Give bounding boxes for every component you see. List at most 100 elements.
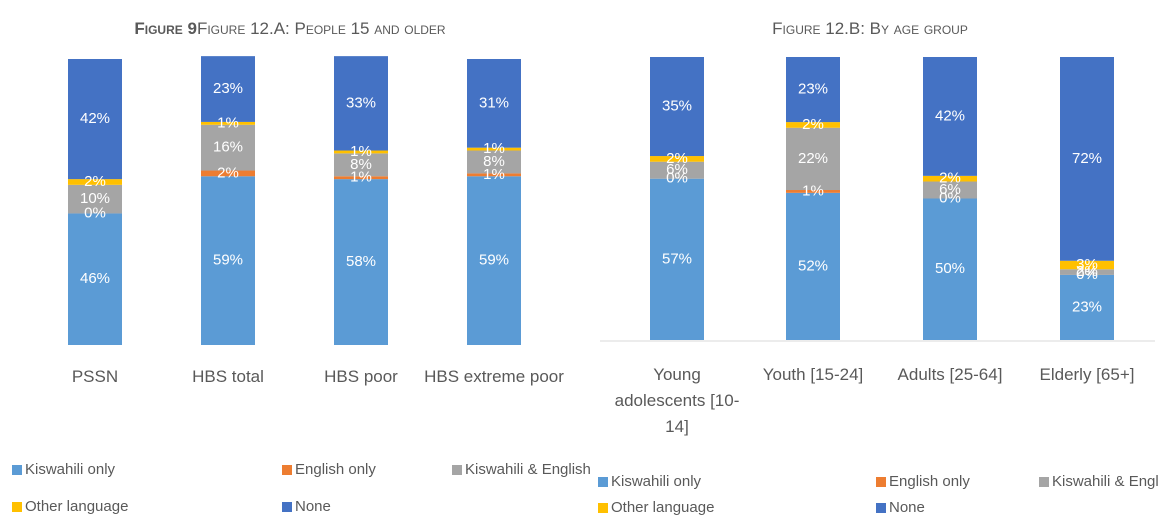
bar-segment xyxy=(650,156,704,162)
x-tick-label: HBS extreme poor xyxy=(424,367,564,386)
bar-segment xyxy=(467,173,521,177)
bar-segment xyxy=(68,213,122,345)
data-label: 2% xyxy=(1076,263,1098,280)
legend-label: Other language xyxy=(611,499,714,516)
legend-swatch xyxy=(12,502,22,512)
bar-segment xyxy=(786,192,840,340)
bar-segment xyxy=(1060,57,1114,261)
bar-segment xyxy=(201,176,255,345)
data-label: 23% xyxy=(213,80,243,97)
bar-segment xyxy=(650,178,704,340)
legend-swatch xyxy=(876,503,886,513)
data-label: 50% xyxy=(935,260,965,277)
legend-label: English only xyxy=(889,473,970,490)
bar-segment xyxy=(68,184,122,214)
x-tick-label: HBS total xyxy=(192,367,264,386)
data-label: 46% xyxy=(80,270,110,287)
data-label: 2% xyxy=(802,116,824,133)
legend-swatch xyxy=(598,477,608,487)
data-label: 6% xyxy=(666,161,688,178)
data-label: 0% xyxy=(666,170,688,187)
x-tick-label: PSSN xyxy=(72,367,118,386)
bar-segment xyxy=(786,122,840,128)
data-label: 35% xyxy=(662,97,692,114)
bar-segment xyxy=(201,124,255,171)
bar-segment xyxy=(467,59,521,148)
data-label: 3% xyxy=(1076,256,1098,273)
data-label: 1% xyxy=(802,182,824,199)
chart-title: Figure 12.B: By age group xyxy=(772,19,968,38)
data-label: 0% xyxy=(1076,266,1098,283)
data-label: 2% xyxy=(217,164,239,181)
bar-segment xyxy=(201,121,255,125)
data-label: 22% xyxy=(798,150,828,167)
data-label: 16% xyxy=(213,139,243,156)
bar-segment xyxy=(923,57,977,176)
bar-segment xyxy=(1060,269,1114,275)
data-label: 33% xyxy=(346,94,376,111)
data-label: 59% xyxy=(213,252,243,269)
bar-segment xyxy=(467,147,521,151)
bar-segment xyxy=(334,150,388,154)
bar-segment xyxy=(68,179,122,185)
legend-label: Kiswahili only xyxy=(25,461,116,478)
data-label: 2% xyxy=(939,170,961,187)
data-label: 0% xyxy=(939,189,961,206)
legend-swatch xyxy=(282,502,292,512)
legend-swatch xyxy=(12,465,22,475)
legend-label: Kiswahili & English xyxy=(465,461,591,478)
bar-segment xyxy=(201,170,255,177)
bar-segment xyxy=(334,176,388,180)
legend-label: Kiswahili & English xyxy=(1052,473,1159,490)
bar-segment xyxy=(923,198,977,340)
data-label: 6% xyxy=(939,181,961,198)
data-label: 8% xyxy=(483,153,505,170)
bar-segment xyxy=(786,127,840,191)
legend-label: Kiswahili only xyxy=(611,473,702,490)
bar-segment xyxy=(68,59,122,180)
data-label: 1% xyxy=(483,140,505,157)
x-tick-label: Young adolescents [10-14] xyxy=(615,365,740,436)
legend-swatch xyxy=(282,465,292,475)
bar-segment xyxy=(1060,274,1114,340)
legend-swatch xyxy=(1039,477,1049,487)
bar-segment xyxy=(334,56,388,151)
data-label: 0% xyxy=(84,204,106,221)
data-label: 1% xyxy=(350,169,372,186)
bar-segment xyxy=(1060,260,1114,270)
chart-title-text: Figure 12.B: By age group xyxy=(772,19,968,38)
legend-label: None xyxy=(889,499,925,516)
chart-title: Figure 9Figure 12.A: People 15 and older xyxy=(134,19,446,38)
data-label: 23% xyxy=(798,81,828,98)
data-label: 10% xyxy=(80,190,110,207)
bar-segment xyxy=(334,179,388,345)
data-label: 2% xyxy=(666,150,688,167)
chart-title-bold: Figure 9 xyxy=(134,19,197,38)
bar-segment xyxy=(467,150,521,174)
data-label: 52% xyxy=(798,257,828,274)
data-label: 8% xyxy=(350,156,372,173)
bar-segment xyxy=(786,57,840,123)
x-tick-label: Adults [25-64] xyxy=(898,365,1003,384)
bar-segment xyxy=(334,153,388,177)
legend-swatch xyxy=(876,477,886,487)
data-label: 57% xyxy=(662,250,692,267)
data-label: 42% xyxy=(935,107,965,124)
bar-segment xyxy=(786,190,840,193)
data-label: 59% xyxy=(479,252,509,269)
bar-segment xyxy=(467,176,521,345)
data-label: 2% xyxy=(84,173,106,190)
chart-title-text: Figure 12.A: People 15 and older xyxy=(197,19,446,38)
bar-segment xyxy=(923,175,977,182)
data-label: 72% xyxy=(1072,150,1102,167)
legend-swatch xyxy=(452,465,462,475)
legend-label: English only xyxy=(295,461,376,478)
bar-segment xyxy=(650,57,704,157)
bar-segment xyxy=(650,161,704,179)
x-tick-label: HBS poor xyxy=(324,367,398,386)
legend-label: None xyxy=(295,498,331,515)
x-tick-label: Elderly [65+] xyxy=(1040,365,1135,384)
data-label: 42% xyxy=(80,110,110,127)
data-label: 23% xyxy=(1072,298,1102,315)
